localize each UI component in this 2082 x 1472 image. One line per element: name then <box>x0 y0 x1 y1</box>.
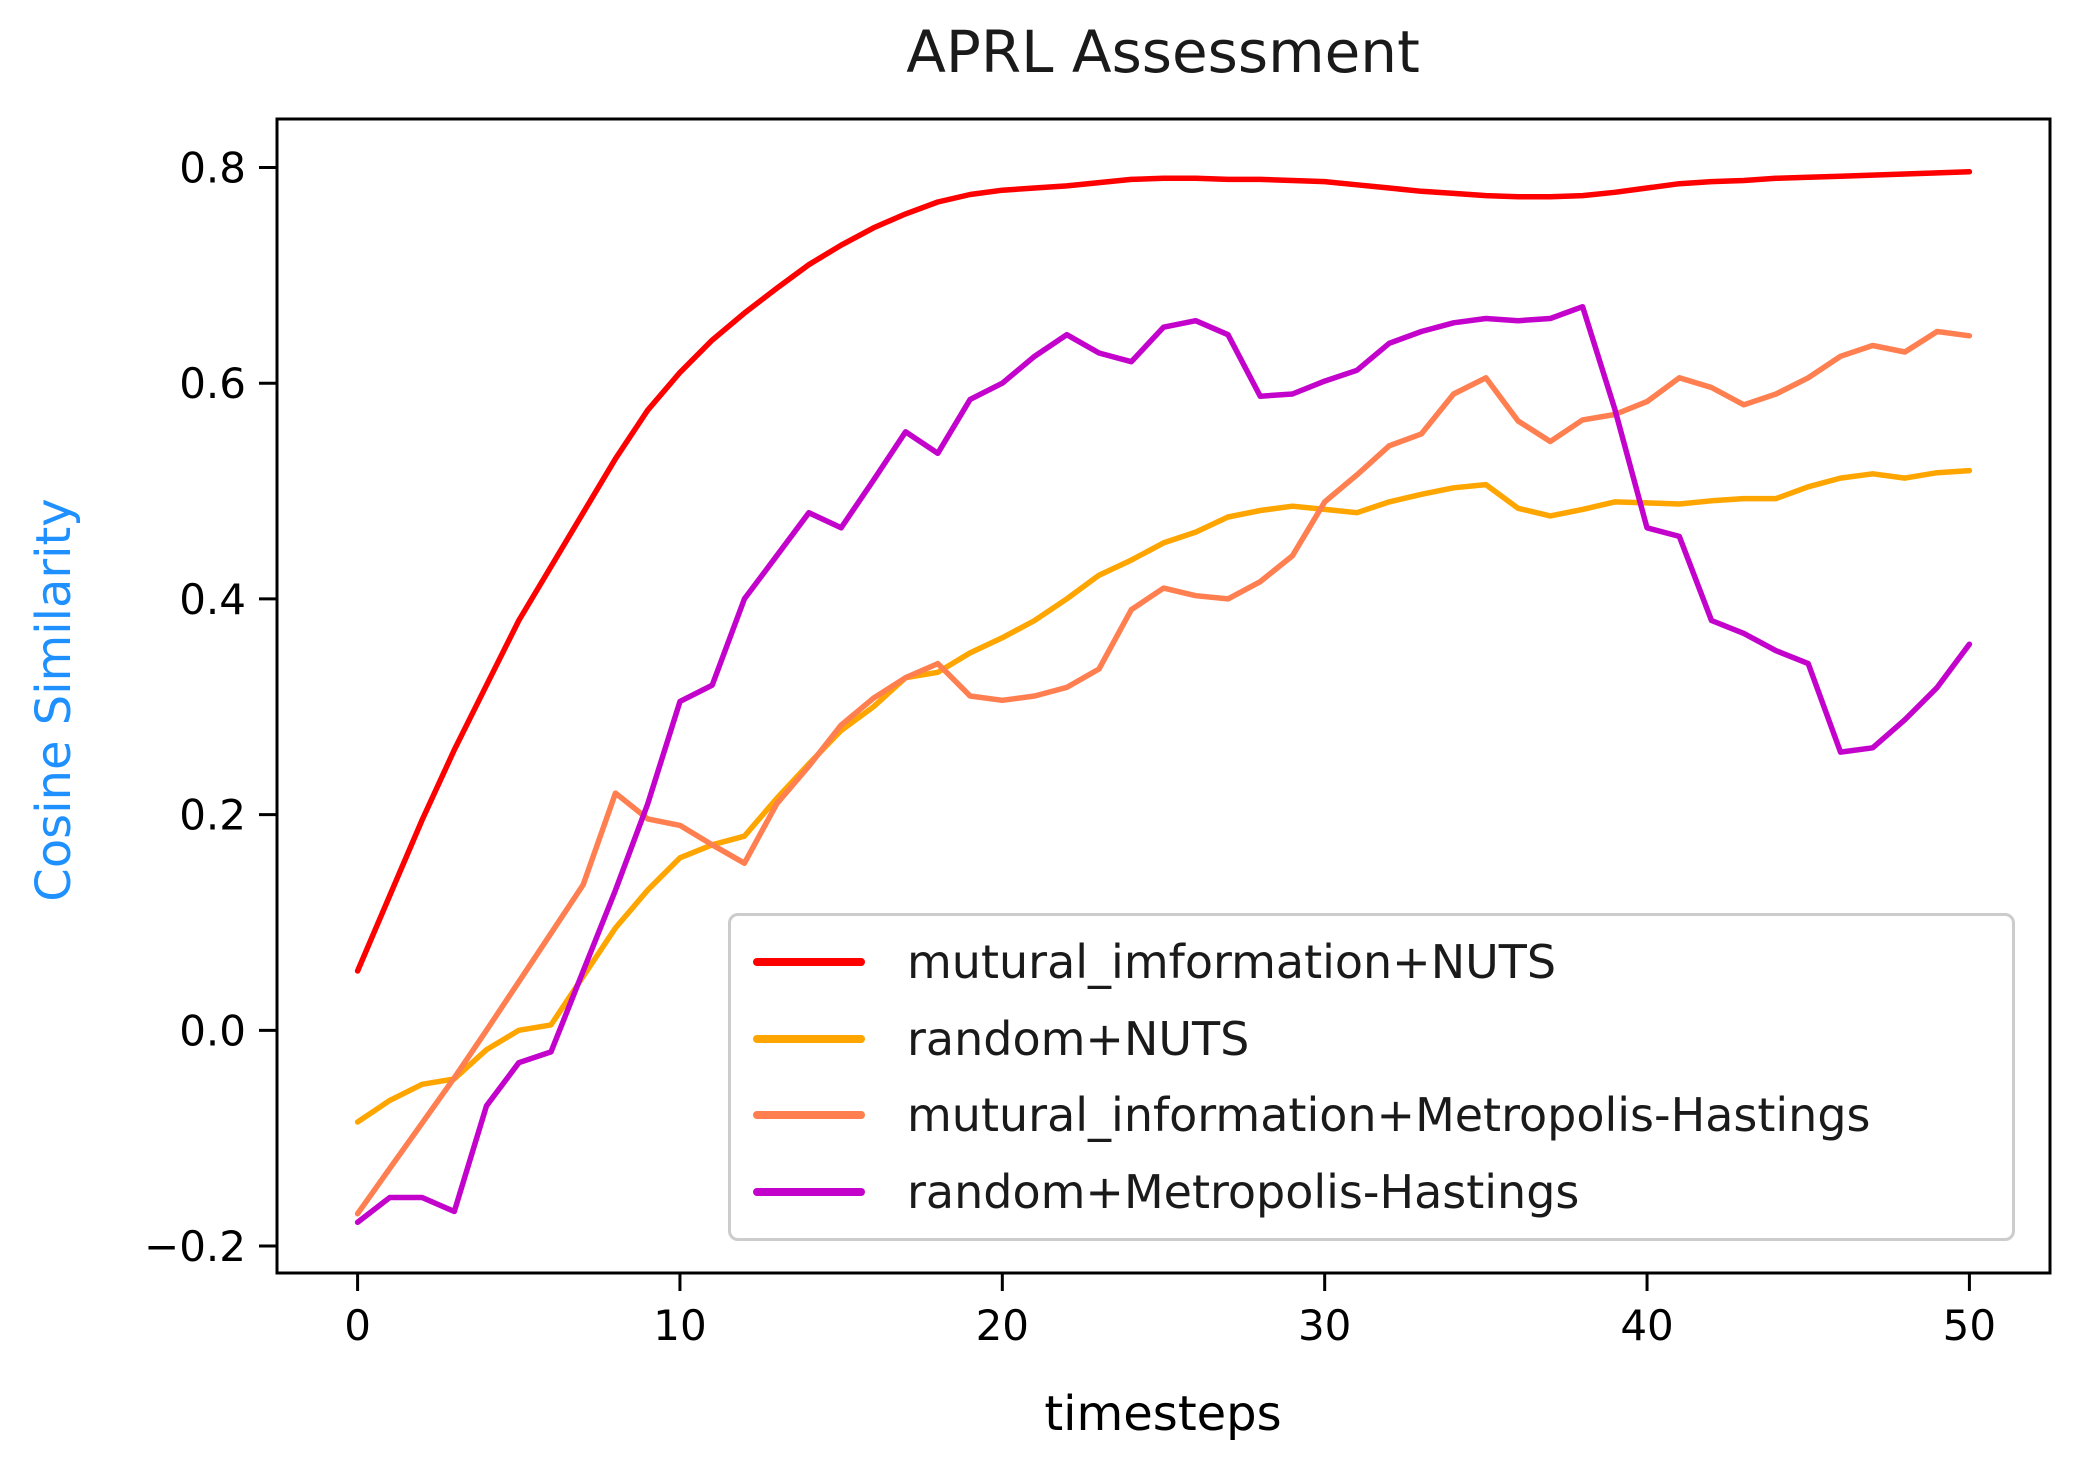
legend-item: random+NUTS <box>731 1001 2012 1078</box>
y-tick-label: 0.2 <box>179 791 246 840</box>
x-tick-label: 30 <box>1298 1301 1351 1350</box>
x-tick-label: 50 <box>1943 1301 1996 1350</box>
legend-item: mutural_information+Metropolis-Hastings <box>731 1077 2012 1154</box>
legend-label: mutural_imformation+NUTS <box>907 935 1557 990</box>
legend-label: mutural_information+Metropolis-Hastings <box>907 1088 1871 1143</box>
legend-swatch <box>753 1187 865 1196</box>
x-axis-label: timesteps <box>1044 1386 1282 1442</box>
chart-title: APRL Assessment <box>906 18 1420 86</box>
x-tick-label: 0 <box>344 1301 371 1350</box>
legend-swatch <box>753 958 865 967</box>
legend-item: mutural_imformation+NUTS <box>731 924 2012 1001</box>
legend-item: random+Metropolis-Hastings <box>731 1154 2012 1231</box>
legend-label: random+Metropolis-Hastings <box>907 1164 1580 1219</box>
legend-swatch <box>753 1034 865 1043</box>
x-tick-label: 10 <box>653 1301 706 1350</box>
y-tick-label: 0.4 <box>179 575 246 624</box>
series-line <box>354 328 1973 1217</box>
x-tick-label: 40 <box>1620 1301 1673 1350</box>
series-line <box>354 467 1973 1125</box>
x-tick-label: 20 <box>976 1301 1029 1350</box>
y-tick-label: 0.0 <box>179 1006 246 1055</box>
y-tick-label: 0.6 <box>179 359 246 408</box>
y-axis-label: Cosine Similarity <box>26 498 82 902</box>
legend-swatch <box>753 1111 865 1120</box>
legend-label: random+NUTS <box>907 1011 1250 1066</box>
series-line <box>354 303 1973 1226</box>
y-tick-label: −0.2 <box>144 1222 246 1271</box>
legend: mutural_imformation+NUTS random+NUTS mutur… <box>728 913 2015 1241</box>
series-line <box>354 169 1973 974</box>
axes-frame <box>275 117 2052 1275</box>
y-tick-label: 0.8 <box>179 144 246 193</box>
